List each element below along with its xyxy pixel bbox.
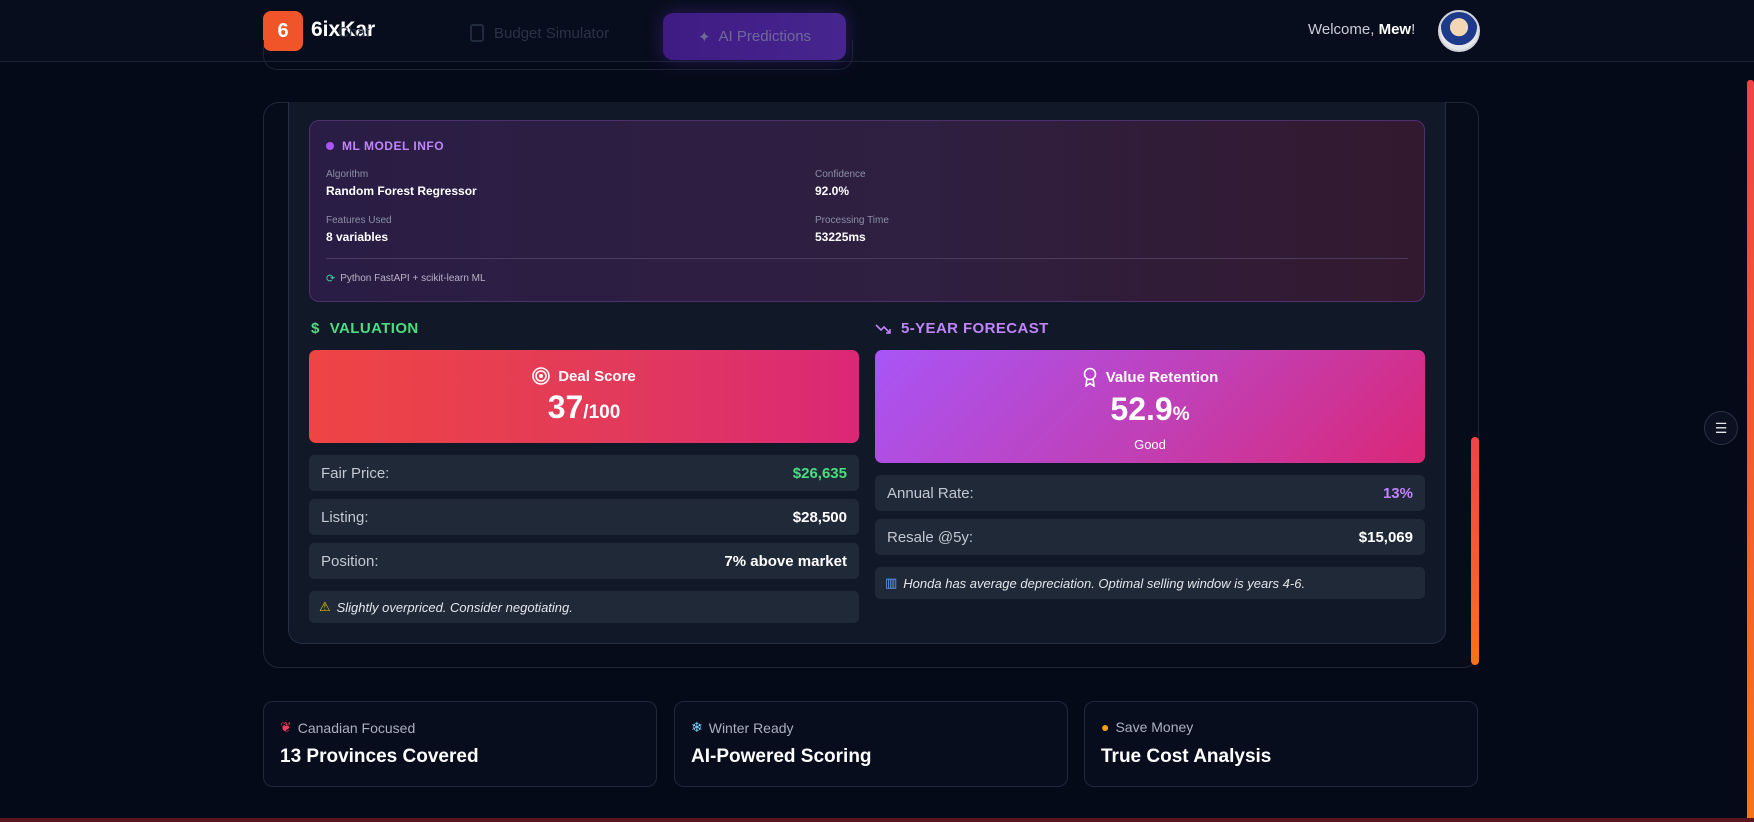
value-retention-rating: Good <box>1134 437 1166 452</box>
dollar-icon: $ <box>311 320 320 337</box>
listing-row: Listing: $28,500 <box>309 499 859 535</box>
valuation-heading: $ VALUATION <box>311 320 419 337</box>
fair-price-row: Fair Price: $26,635 <box>309 455 859 491</box>
nav-chat-label: Chat <box>338 24 370 41</box>
previous-card-edge <box>263 40 853 70</box>
ml-tech-stack: ⟳ Python FastAPI + scikit-learn ML <box>326 273 486 285</box>
user-name: Mew <box>1378 21 1412 38</box>
value-retention-card: Value Retention 52.9% Good <box>875 350 1425 463</box>
nav-budget-label: Budget Simulator <box>494 24 610 42</box>
chart-icon: ▥ <box>885 575 898 590</box>
resale-row: Resale @5y: $15,069 <box>875 519 1425 555</box>
user-avatar[interactable] <box>1438 10 1480 52</box>
nav-budget-simulator[interactable]: Budget Simulator <box>470 24 609 42</box>
calculator-icon <box>470 24 484 42</box>
nav-ai-label: AI Predictions <box>718 28 812 45</box>
nav-ai-predictions[interactable]: ✦ AI Predictions <box>663 13 846 60</box>
deal-score-label: Deal Score <box>558 367 636 385</box>
bottom-edge <box>0 818 1754 822</box>
feature-card-winter: ❄ Winter Ready AI-Powered Scoring <box>674 701 1068 787</box>
ml-confidence: Confidence 92.0% <box>815 169 866 198</box>
valuation-note: ⚠ Slightly overpriced. Consider negotiat… <box>309 591 859 623</box>
sliders-icon: ☰ <box>1714 419 1728 436</box>
ml-algorithm: Algorithm Random Forest Regressor <box>326 169 477 198</box>
award-icon <box>1083 367 1097 387</box>
position-row: Position: 7% above market <box>309 543 859 579</box>
forecast-note: ▥ Honda has average depreciation. Optima… <box>875 567 1425 599</box>
ml-model-info-card: ML MODEL INFO Algorithm Random Forest Re… <box>309 120 1425 302</box>
ml-info-title: ML MODEL INFO <box>326 139 444 153</box>
sparkle-icon: ✦ <box>697 28 711 46</box>
ml-divider <box>326 258 1408 259</box>
value-retention-value: 52.9% <box>1110 391 1190 427</box>
top-header: 6 6ixKar Chat Budget Simulator ✦ AI Pred… <box>0 0 1754 62</box>
feature-card-canadian: ❦ Canadian Focused 13 Provinces Covered <box>263 701 657 787</box>
ml-processing-time: Processing Time 53225ms <box>815 215 889 244</box>
panel-scrollbar-thumb[interactable] <box>1471 437 1479 665</box>
deal-score-card: Deal Score 37/100 <box>309 350 859 443</box>
maple-leaf-icon: ❦ <box>280 719 292 735</box>
nav-chat[interactable]: Chat <box>338 24 370 41</box>
snowflake-icon: ❄ <box>691 719 703 735</box>
warning-icon: ⚠ <box>319 599 331 614</box>
annual-rate-row: Annual Rate: 13% <box>875 475 1425 511</box>
feature-card-save-money: ● Save Money True Cost Analysis <box>1084 701 1478 787</box>
welcome-text: Welcome, Mew! <box>1308 21 1416 38</box>
page-scrollbar-thumb[interactable] <box>1747 80 1754 822</box>
brand-name[interactable]: 6ixKar <box>311 18 376 41</box>
value-retention-label: Value Retention <box>1105 368 1219 386</box>
trending-down-icon <box>875 323 891 334</box>
target-icon <box>532 367 551 385</box>
refresh-icon: ⟳ <box>326 273 336 285</box>
status-dot-icon <box>326 142 334 150</box>
deal-score-value: 37/100 <box>547 389 621 425</box>
ml-features-used: Features Used 8 variables <box>326 215 392 244</box>
filter-toggle-button[interactable]: ☰ <box>1704 411 1738 445</box>
forecast-heading: 5-YEAR FORECAST <box>875 320 1049 337</box>
money-bag-icon: ● <box>1101 719 1110 735</box>
